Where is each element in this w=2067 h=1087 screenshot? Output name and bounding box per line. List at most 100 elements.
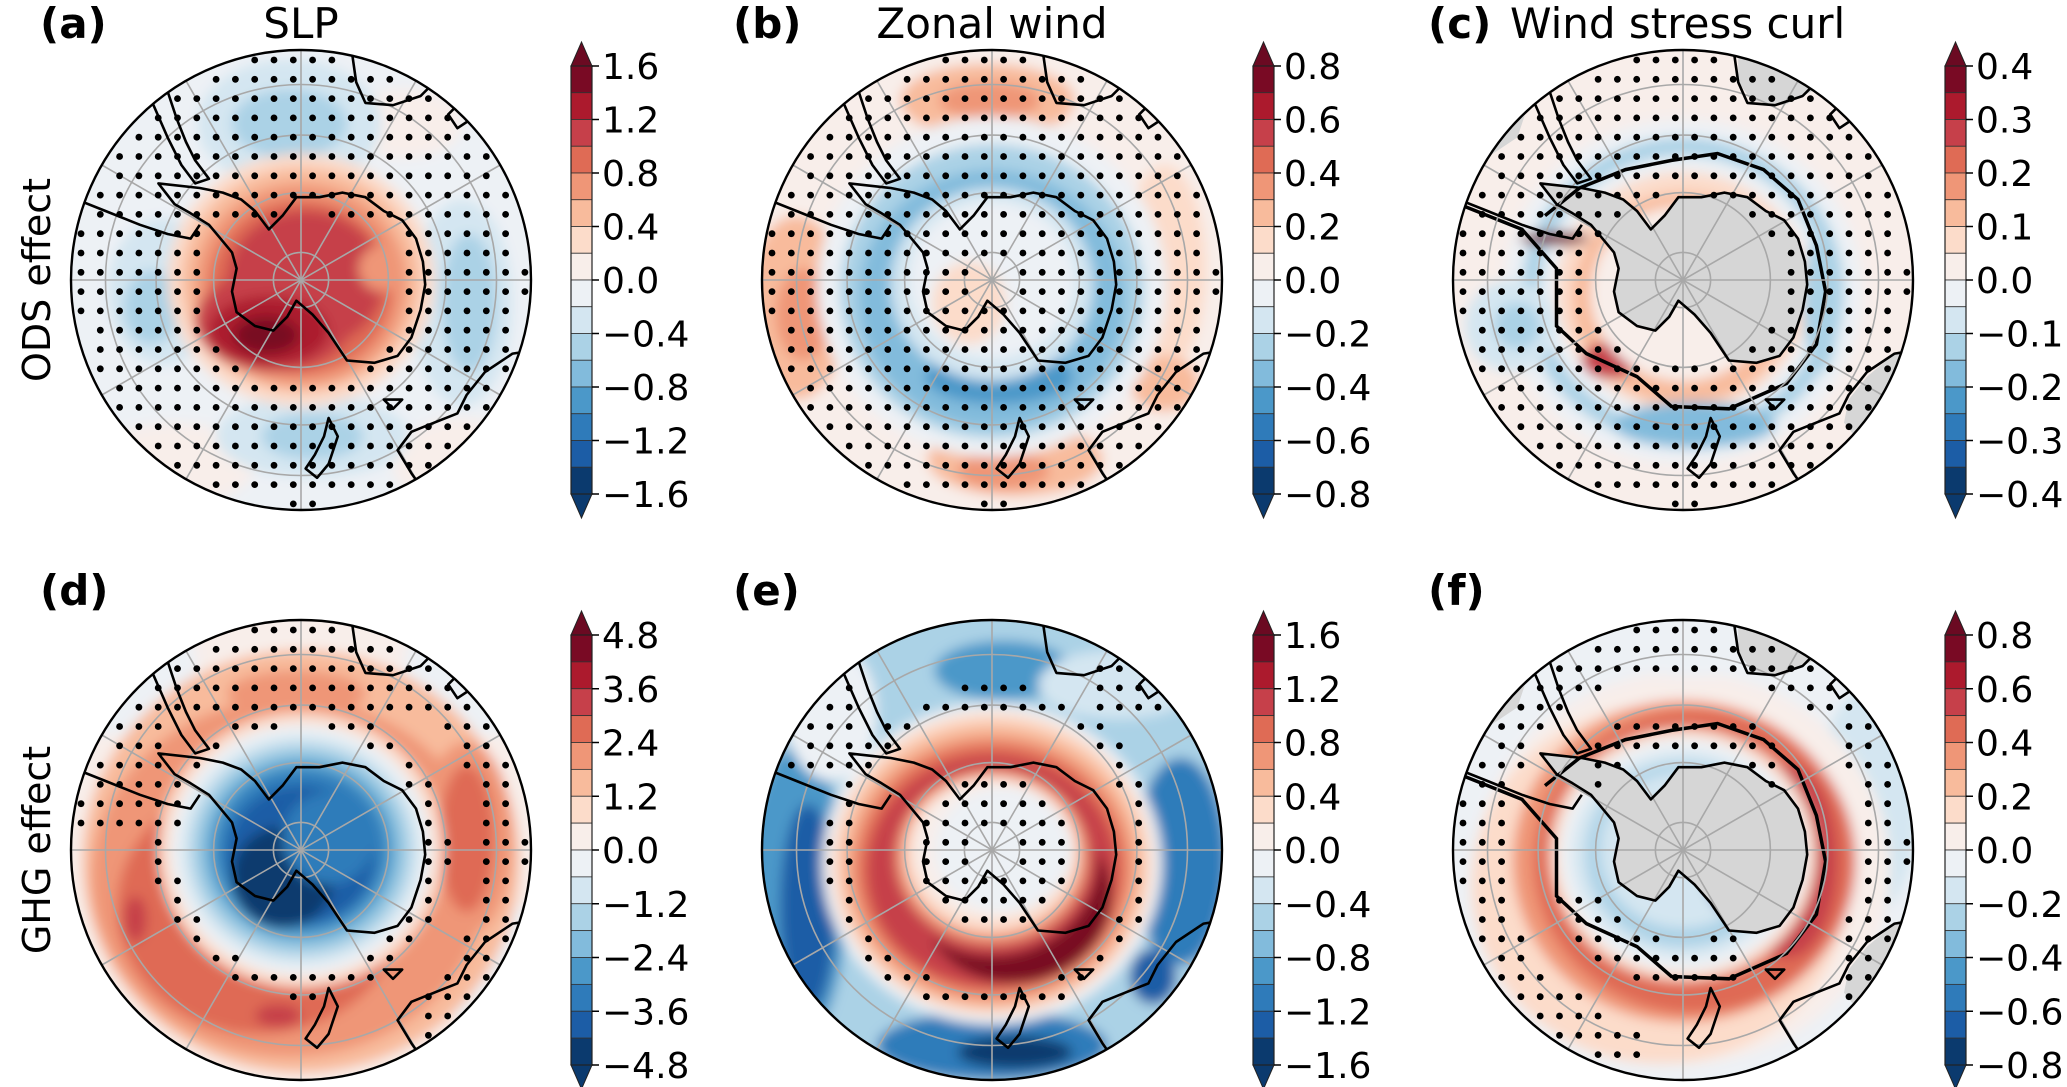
stipple-dot (865, 268, 872, 276)
stipple-dot (1691, 423, 1698, 431)
stipple-dot (1614, 172, 1621, 180)
colorbar-level (1944, 903, 1967, 932)
stipple-dot (980, 114, 988, 122)
stipple-dot (961, 211, 969, 218)
stipple-dot (367, 365, 374, 373)
stipple-dot (980, 75, 988, 83)
stipple-dot (1594, 1031, 1602, 1039)
stipple-dot (1652, 665, 1660, 672)
stipple-dot (1614, 916, 1621, 923)
field-contour-4 (957, 1036, 1073, 1069)
stipple-dot (386, 95, 394, 102)
stipple-dot (1845, 191, 1853, 199)
stipple-dot (865, 211, 872, 218)
panel-label-c: (c) (1428, 0, 1491, 48)
stipple-dot (386, 133, 394, 141)
colorbar-tick-label: 0.0 (1284, 831, 1341, 872)
stipple-dot (386, 423, 394, 431)
stipple-dot (328, 974, 336, 981)
stipple-dot (328, 153, 336, 160)
stipple-dot (1864, 172, 1872, 180)
stipple-dot (1768, 665, 1776, 672)
stipple-dot (942, 172, 950, 180)
colorbar-level (570, 145, 593, 174)
stipple-dot (1116, 326, 1123, 334)
stipple-dot (1077, 423, 1085, 431)
stipple-dot (347, 75, 355, 83)
stipple-dot (1787, 404, 1795, 411)
stipple-dot (174, 896, 181, 904)
colorbar-tick-label: 0.6 (1284, 101, 1341, 142)
colorbar-level (1944, 957, 1967, 985)
stipple-dot (174, 288, 181, 295)
stipple-dot (251, 723, 259, 730)
colorbar-level (1252, 795, 1275, 824)
stipple-dot (328, 114, 336, 122)
stipple-dot (1826, 384, 1834, 392)
stipple-dot (1517, 974, 1525, 981)
stipple-dot (903, 442, 911, 450)
colorbar-level (1252, 634, 1275, 663)
stipple-dot (251, 172, 259, 180)
stipple-dot (1729, 133, 1737, 141)
stipple-dot (1135, 288, 1143, 295)
stipple-dot (367, 95, 374, 102)
stipple-dot (1096, 684, 1104, 692)
stipple-dot (1116, 230, 1123, 238)
stipple-dot (174, 916, 181, 923)
stipple-dot (135, 819, 143, 827)
stipple-dot (1768, 481, 1776, 488)
stipple-dot (845, 858, 853, 865)
stipple-dot (1575, 684, 1583, 692)
stipple-dot (1633, 95, 1641, 102)
stipple-dot (309, 384, 316, 392)
stipple-dot (1594, 423, 1602, 431)
stipple-dot (845, 326, 853, 334)
stipple-dot (135, 288, 143, 295)
stipple-dot (174, 346, 181, 353)
stipple-dot (787, 230, 795, 238)
stipple-dot (1575, 423, 1583, 431)
stipple-dot (1038, 703, 1046, 711)
stipple-dot (1826, 268, 1834, 276)
stipple-dot (1845, 268, 1853, 276)
stipple-dot (1154, 423, 1162, 431)
stipple-dot (405, 268, 413, 276)
stipple-dot (884, 974, 892, 981)
stipple-dot (193, 346, 201, 353)
stipple-dot (1096, 249, 1104, 257)
stipple-dot (463, 191, 471, 199)
stipple-dot (309, 95, 316, 102)
stipple-dot (980, 684, 988, 692)
stipple-dot (1038, 838, 1046, 846)
stipple-dot (1135, 877, 1143, 885)
stipple-dot (1000, 993, 1007, 1001)
stipple-dot (903, 346, 911, 353)
stipple-dot (232, 481, 239, 488)
stipple-dot (845, 211, 853, 218)
stipple-dot (1459, 819, 1467, 827)
stipple-dot (251, 423, 259, 431)
stipple-dot (923, 114, 930, 122)
stipple-dot (1884, 916, 1891, 923)
stipple-dot (193, 423, 201, 431)
stipple-dot (309, 114, 316, 122)
stipple-dot (1729, 442, 1737, 450)
stipple-dot (405, 346, 413, 353)
stipple-dot (826, 133, 834, 141)
stipple-dot (1768, 326, 1776, 334)
stipple-dot (212, 211, 220, 218)
stipple-dot (1884, 249, 1891, 257)
stipple-dot (1749, 665, 1756, 672)
stipple-dot (1729, 423, 1737, 431)
stipple-dot (1478, 819, 1486, 827)
coastline-new-zealand (995, 986, 1031, 1050)
stipple-dot (386, 114, 394, 122)
stipple-dot (845, 838, 853, 846)
stipple-dot (116, 268, 123, 276)
stipple-dot (444, 326, 452, 334)
stipple-dot (1517, 423, 1525, 431)
stipple-dot (1671, 133, 1679, 141)
stipple-dot (135, 761, 143, 769)
stipple-dot (1000, 916, 1007, 923)
